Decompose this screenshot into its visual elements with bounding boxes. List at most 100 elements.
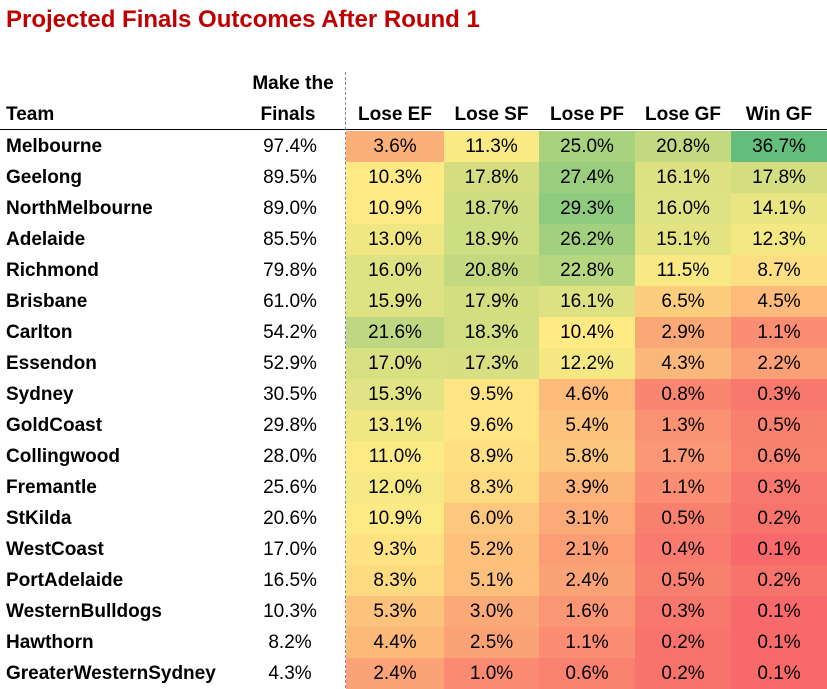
lose-ef-value: 9.3% [346,534,444,565]
lose-sf-value: 9.6% [444,410,539,441]
team-name: Sydney [6,384,74,405]
lose-pf-value: 29.3% [539,193,635,224]
lose-ef-value: 3.6% [346,131,444,162]
lose-ef-value: 13.1% [346,410,444,441]
make-finals-value: 16.5% [263,570,317,591]
lose-ef-value: 13.0% [346,224,444,255]
make-finals-value: 30.5% [263,384,317,405]
make-finals-value: 52.9% [263,353,317,374]
win-gf-value: 14.1% [731,193,827,224]
win-gf-value: 0.2% [731,503,827,534]
lose-gf-value: 2.9% [635,317,731,348]
header-lose-gf: Lose GF [644,104,721,125]
lose-pf-value: 22.8% [539,255,635,286]
team-name: GreaterWesternSydney [6,663,216,684]
lose-gf-value: 0.5% [635,503,731,534]
lose-ef-value: 10.9% [346,503,444,534]
header-make-finals-line1: Make the [252,73,334,94]
lose-ef-value: 12.0% [346,472,444,503]
make-finals-value: 89.0% [263,198,317,219]
lose-sf-value: 8.9% [444,441,539,472]
win-gf-value: 17.8% [731,162,827,193]
team-name: WestCoast [6,539,104,560]
lose-pf-value: 2.4% [539,565,635,596]
lose-pf-value: 0.6% [539,658,635,689]
lose-ef-value: 17.0% [346,348,444,379]
lose-sf-value: 1.0% [444,658,539,689]
team-name: Collingwood [6,446,120,467]
lose-pf-value: 1.1% [539,627,635,658]
lose-gf-value: 0.3% [635,596,731,627]
lose-pf-value: 2.1% [539,534,635,565]
win-gf-value: 0.1% [731,627,827,658]
win-gf-value: 4.5% [731,286,827,317]
lose-pf-value: 5.8% [539,441,635,472]
lose-ef-value: 15.9% [346,286,444,317]
lose-ef-value: 2.4% [346,658,444,689]
make-finals-value: 54.2% [263,322,317,343]
lose-sf-value: 17.3% [444,348,539,379]
lose-sf-value: 3.0% [444,596,539,627]
lose-gf-value: 16.1% [635,162,731,193]
lose-sf-value: 5.2% [444,534,539,565]
lose-sf-value: 20.8% [444,255,539,286]
team-name: Melbourne [6,136,103,157]
make-finals-value: 89.5% [263,167,317,188]
team-name: Fremantle [6,477,97,498]
team-name: WesternBulldogs [6,601,162,622]
lose-pf-value: 3.9% [539,472,635,503]
lose-pf-value: 25.0% [539,131,635,162]
header-lose-ef: Lose EF [358,104,432,125]
lose-sf-value: 9.5% [444,379,539,410]
make-finals-value: 10.3% [263,601,317,622]
win-gf-value: 0.5% [731,410,827,441]
header-win-gf: Win GF [745,104,813,125]
lose-pf-value: 3.1% [539,503,635,534]
lose-sf-value: 18.7% [444,193,539,224]
lose-gf-value: 0.4% [635,534,731,565]
win-gf-value: 0.3% [731,379,827,410]
lose-pf-value: 1.6% [539,596,635,627]
win-gf-value: 36.7% [731,131,827,162]
lose-pf-value: 16.1% [539,286,635,317]
win-gf-value: 2.2% [731,348,827,379]
team-name: NorthMelbourne [6,198,153,219]
lose-gf-value: 20.8% [635,131,731,162]
make-finals-value: 4.3% [268,663,312,684]
make-finals-value: 79.8% [263,260,317,281]
lose-gf-value: 4.3% [635,348,731,379]
header-lose-pf: Lose PF [550,104,624,125]
team-name: Richmond [6,260,99,281]
lose-ef-value: 5.3% [346,596,444,627]
lose-ef-value: 11.0% [346,441,444,472]
team-name: StKilda [6,508,72,529]
lose-gf-value: 1.7% [635,441,731,472]
lose-sf-value: 17.9% [444,286,539,317]
win-gf-value: 1.1% [731,317,827,348]
win-gf-value: 12.3% [731,224,827,255]
header-divider [0,129,827,130]
team-name: Geelong [6,167,83,188]
lose-gf-value: 15.1% [635,224,731,255]
lose-ef-value: 4.4% [346,627,444,658]
make-finals-value: 8.2% [268,632,312,653]
team-name: GoldCoast [6,415,103,436]
lose-sf-value: 8.3% [444,472,539,503]
lose-gf-value: 6.5% [635,286,731,317]
team-name: PortAdelaide [6,570,124,591]
team-name: Adelaide [6,229,86,250]
make-finals-value: 20.6% [263,508,317,529]
team-name: Brisbane [6,291,88,312]
lose-pf-value: 4.6% [539,379,635,410]
lose-pf-value: 27.4% [539,162,635,193]
lose-gf-value: 0.8% [635,379,731,410]
lose-sf-value: 17.8% [444,162,539,193]
lose-gf-value: 1.3% [635,410,731,441]
make-finals-value: 25.6% [263,477,317,498]
make-finals-value: 17.0% [263,539,317,560]
lose-gf-value: 11.5% [635,255,731,286]
team-name: Carlton [6,322,73,343]
make-finals-value: 85.5% [263,229,317,250]
lose-gf-value: 0.5% [635,565,731,596]
lose-pf-value: 12.2% [539,348,635,379]
